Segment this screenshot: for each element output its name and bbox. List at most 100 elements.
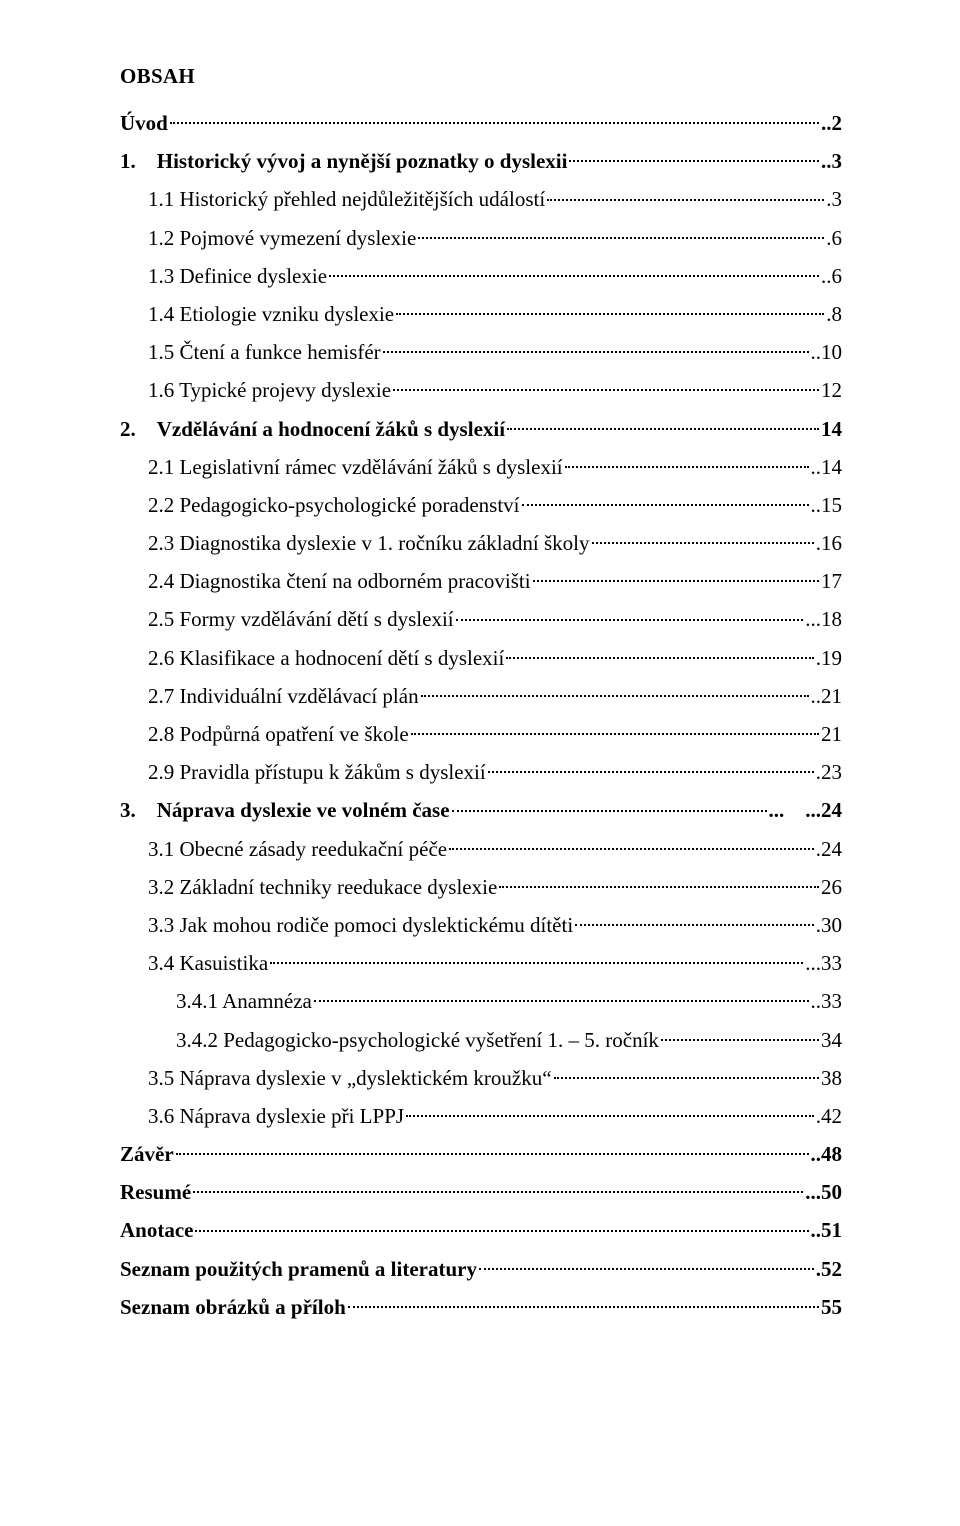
toc-leaders	[479, 1255, 814, 1276]
toc-leaders	[554, 1064, 819, 1085]
toc-row: Úvod ..2	[120, 109, 842, 134]
toc-row: 1. Historický vývoj a nynější poznatky o…	[120, 147, 842, 172]
toc-leaders	[393, 376, 819, 397]
toc-label: 3.4 Kasuistika	[148, 953, 268, 974]
toc-leaders	[383, 338, 809, 359]
toc-leaders	[411, 720, 819, 741]
toc-label: 2.2 Pedagogicko-psychologické poradenstv…	[148, 495, 520, 516]
toc-page: ..21	[811, 686, 843, 707]
toc-page: 38	[821, 1068, 842, 1089]
toc-row: 2.7 Individuální vzdělávací plán ..21	[120, 682, 842, 707]
toc-leaders	[533, 567, 819, 588]
toc-page: ..48	[811, 1144, 843, 1165]
toc-page: ..33	[811, 991, 843, 1012]
toc-leaders	[569, 147, 819, 168]
toc-leaders	[193, 1178, 803, 1199]
toc-label: 3.2 Základní techniky reedukace dyslexie	[148, 877, 497, 898]
toc-leaders	[522, 491, 809, 512]
toc-row: Závěr ..48	[120, 1140, 842, 1165]
toc-row: Seznam použitých pramenů a literatury.52	[120, 1255, 842, 1280]
toc-row: Resumé...50	[120, 1178, 842, 1203]
toc-page: 21	[821, 724, 842, 745]
toc-leaders	[314, 987, 809, 1008]
toc-leaders	[488, 758, 814, 779]
toc-page: ... ...24	[769, 800, 843, 821]
toc-page: ..3	[821, 151, 842, 172]
toc-label: 1.5 Čtení a funkce hemisfér	[148, 342, 381, 363]
toc-leaders	[592, 529, 814, 550]
toc-row: Seznam obrázků a příloh 55	[120, 1293, 842, 1318]
toc-row: 2.9 Pravidla přístupu k žákům s dyslexií…	[120, 758, 842, 783]
toc-label: 2.1 Legislativní rámec vzdělávání žáků s…	[148, 457, 563, 478]
toc-leaders	[507, 415, 819, 436]
toc-title: OBSAH	[120, 64, 842, 89]
toc-label: 3.6 Náprava dyslexie při LPPJ	[148, 1106, 404, 1127]
toc-page: ..6	[821, 266, 842, 287]
toc-leaders	[270, 949, 803, 970]
toc-leaders	[547, 185, 824, 206]
toc-page: 26	[821, 877, 842, 898]
toc-page: 55	[821, 1297, 842, 1318]
toc-page: ..51	[811, 1220, 843, 1241]
toc-label: 3.1 Obecné zásady reedukační péče	[148, 839, 447, 860]
toc-row: 2.4 Diagnostika čtení na odborném pracov…	[120, 567, 842, 592]
toc-row: 2.3 Diagnostika dyslexie v 1. ročníku zá…	[120, 529, 842, 554]
toc-list: Úvod ..2 1. Historický vývoj a nynější poz…	[120, 109, 842, 1318]
toc-row: 3.6 Náprava dyslexie při LPPJ.42	[120, 1102, 842, 1127]
toc-leaders	[421, 682, 809, 703]
toc-row: 3.4.1 Anamnéza ..33	[120, 987, 842, 1012]
toc-row: 1.3 Definice dyslexie..6	[120, 262, 842, 287]
toc-label: 3.5 Náprava dyslexie v „dyslektickém kro…	[148, 1068, 552, 1089]
toc-label: Resumé	[120, 1182, 191, 1203]
toc-label: Seznam obrázků a příloh	[120, 1297, 346, 1318]
toc-label: 2.7 Individuální vzdělávací plán	[148, 686, 419, 707]
toc-leaders	[661, 1026, 819, 1047]
toc-row: 3.4.2 Pedagogicko-psychologické vyšetřen…	[120, 1026, 842, 1051]
toc-label: 2.3 Diagnostika dyslexie v 1. ročníku zá…	[148, 533, 590, 554]
toc-label: 3. Náprava dyslexie ve volném čase	[120, 800, 450, 821]
toc-row: 3.5 Náprava dyslexie v „dyslektickém kro…	[120, 1064, 842, 1089]
toc-leaders	[506, 644, 813, 665]
toc-row: 3.4 Kasuistika...33	[120, 949, 842, 974]
toc-row: 3.2 Základní techniky reedukace dyslexie…	[120, 873, 842, 898]
toc-label: Úvod	[120, 113, 168, 134]
toc-page: ..2	[821, 113, 842, 134]
toc-row: 2. Vzdělávání a hodnocení žáků s dyslexi…	[120, 415, 842, 440]
toc-page: ..10	[811, 342, 843, 363]
toc-page: 12	[821, 380, 842, 401]
toc-label: 2.5 Formy vzdělávání dětí s dyslexií	[148, 609, 454, 630]
toc-page: 34	[821, 1030, 842, 1051]
toc-label: 1.4 Etiologie vzniku dyslexie	[148, 304, 394, 325]
toc-row: 2.2 Pedagogicko-psychologické poradenstv…	[120, 491, 842, 516]
toc-leaders	[396, 300, 824, 321]
toc-page: 17	[821, 571, 842, 592]
toc-label: Závěr	[120, 1144, 174, 1165]
toc-label: 3.4.2 Pedagogicko-psychologické vyšetřen…	[176, 1030, 659, 1051]
toc-leaders	[449, 835, 814, 856]
toc-page: .23	[816, 762, 842, 783]
toc-label: 1.1 Historický přehled nejdůležitějších …	[148, 189, 545, 210]
toc-leaders	[575, 911, 814, 932]
toc-label: Seznam použitých pramenů a literatury	[120, 1259, 477, 1280]
toc-leaders	[456, 605, 804, 626]
toc-row: 2.8 Podpůrná opatření ve škole21	[120, 720, 842, 745]
toc-row: 3. Náprava dyslexie ve volném čase ... ..…	[120, 796, 842, 821]
toc-label: 1.6 Typické projevy dyslexie	[148, 380, 391, 401]
toc-leaders	[176, 1140, 809, 1161]
toc-label: 3.4.1 Anamnéza	[176, 991, 312, 1012]
toc-label: 2. Vzdělávání a hodnocení žáků s dyslexi…	[120, 419, 505, 440]
toc-row: 3.1 Obecné zásady reedukační péče .24	[120, 835, 842, 860]
toc-row: Anotace..51	[120, 1216, 842, 1241]
toc-leaders	[565, 453, 809, 474]
toc-page: .24	[816, 839, 842, 860]
toc-label: 3.3 Jak mohou rodiče pomoci dyslektickém…	[148, 915, 573, 936]
toc-label: 1.2 Pojmové vymezení dyslexie	[148, 228, 416, 249]
toc-row: 3.3 Jak mohou rodiče pomoci dyslektickém…	[120, 911, 842, 936]
toc-row: 2.5 Formy vzdělávání dětí s dyslexií ...1…	[120, 605, 842, 630]
toc-row: 2.6 Klasifikace a hodnocení dětí s dysle…	[120, 644, 842, 669]
toc-leaders	[329, 262, 819, 283]
toc-label: 2.9 Pravidla přístupu k žákům s dyslexií	[148, 762, 486, 783]
toc-page: ...18	[805, 609, 842, 630]
toc-page: .30	[816, 915, 842, 936]
toc-row: 1.2 Pojmové vymezení dyslexie.6	[120, 224, 842, 249]
